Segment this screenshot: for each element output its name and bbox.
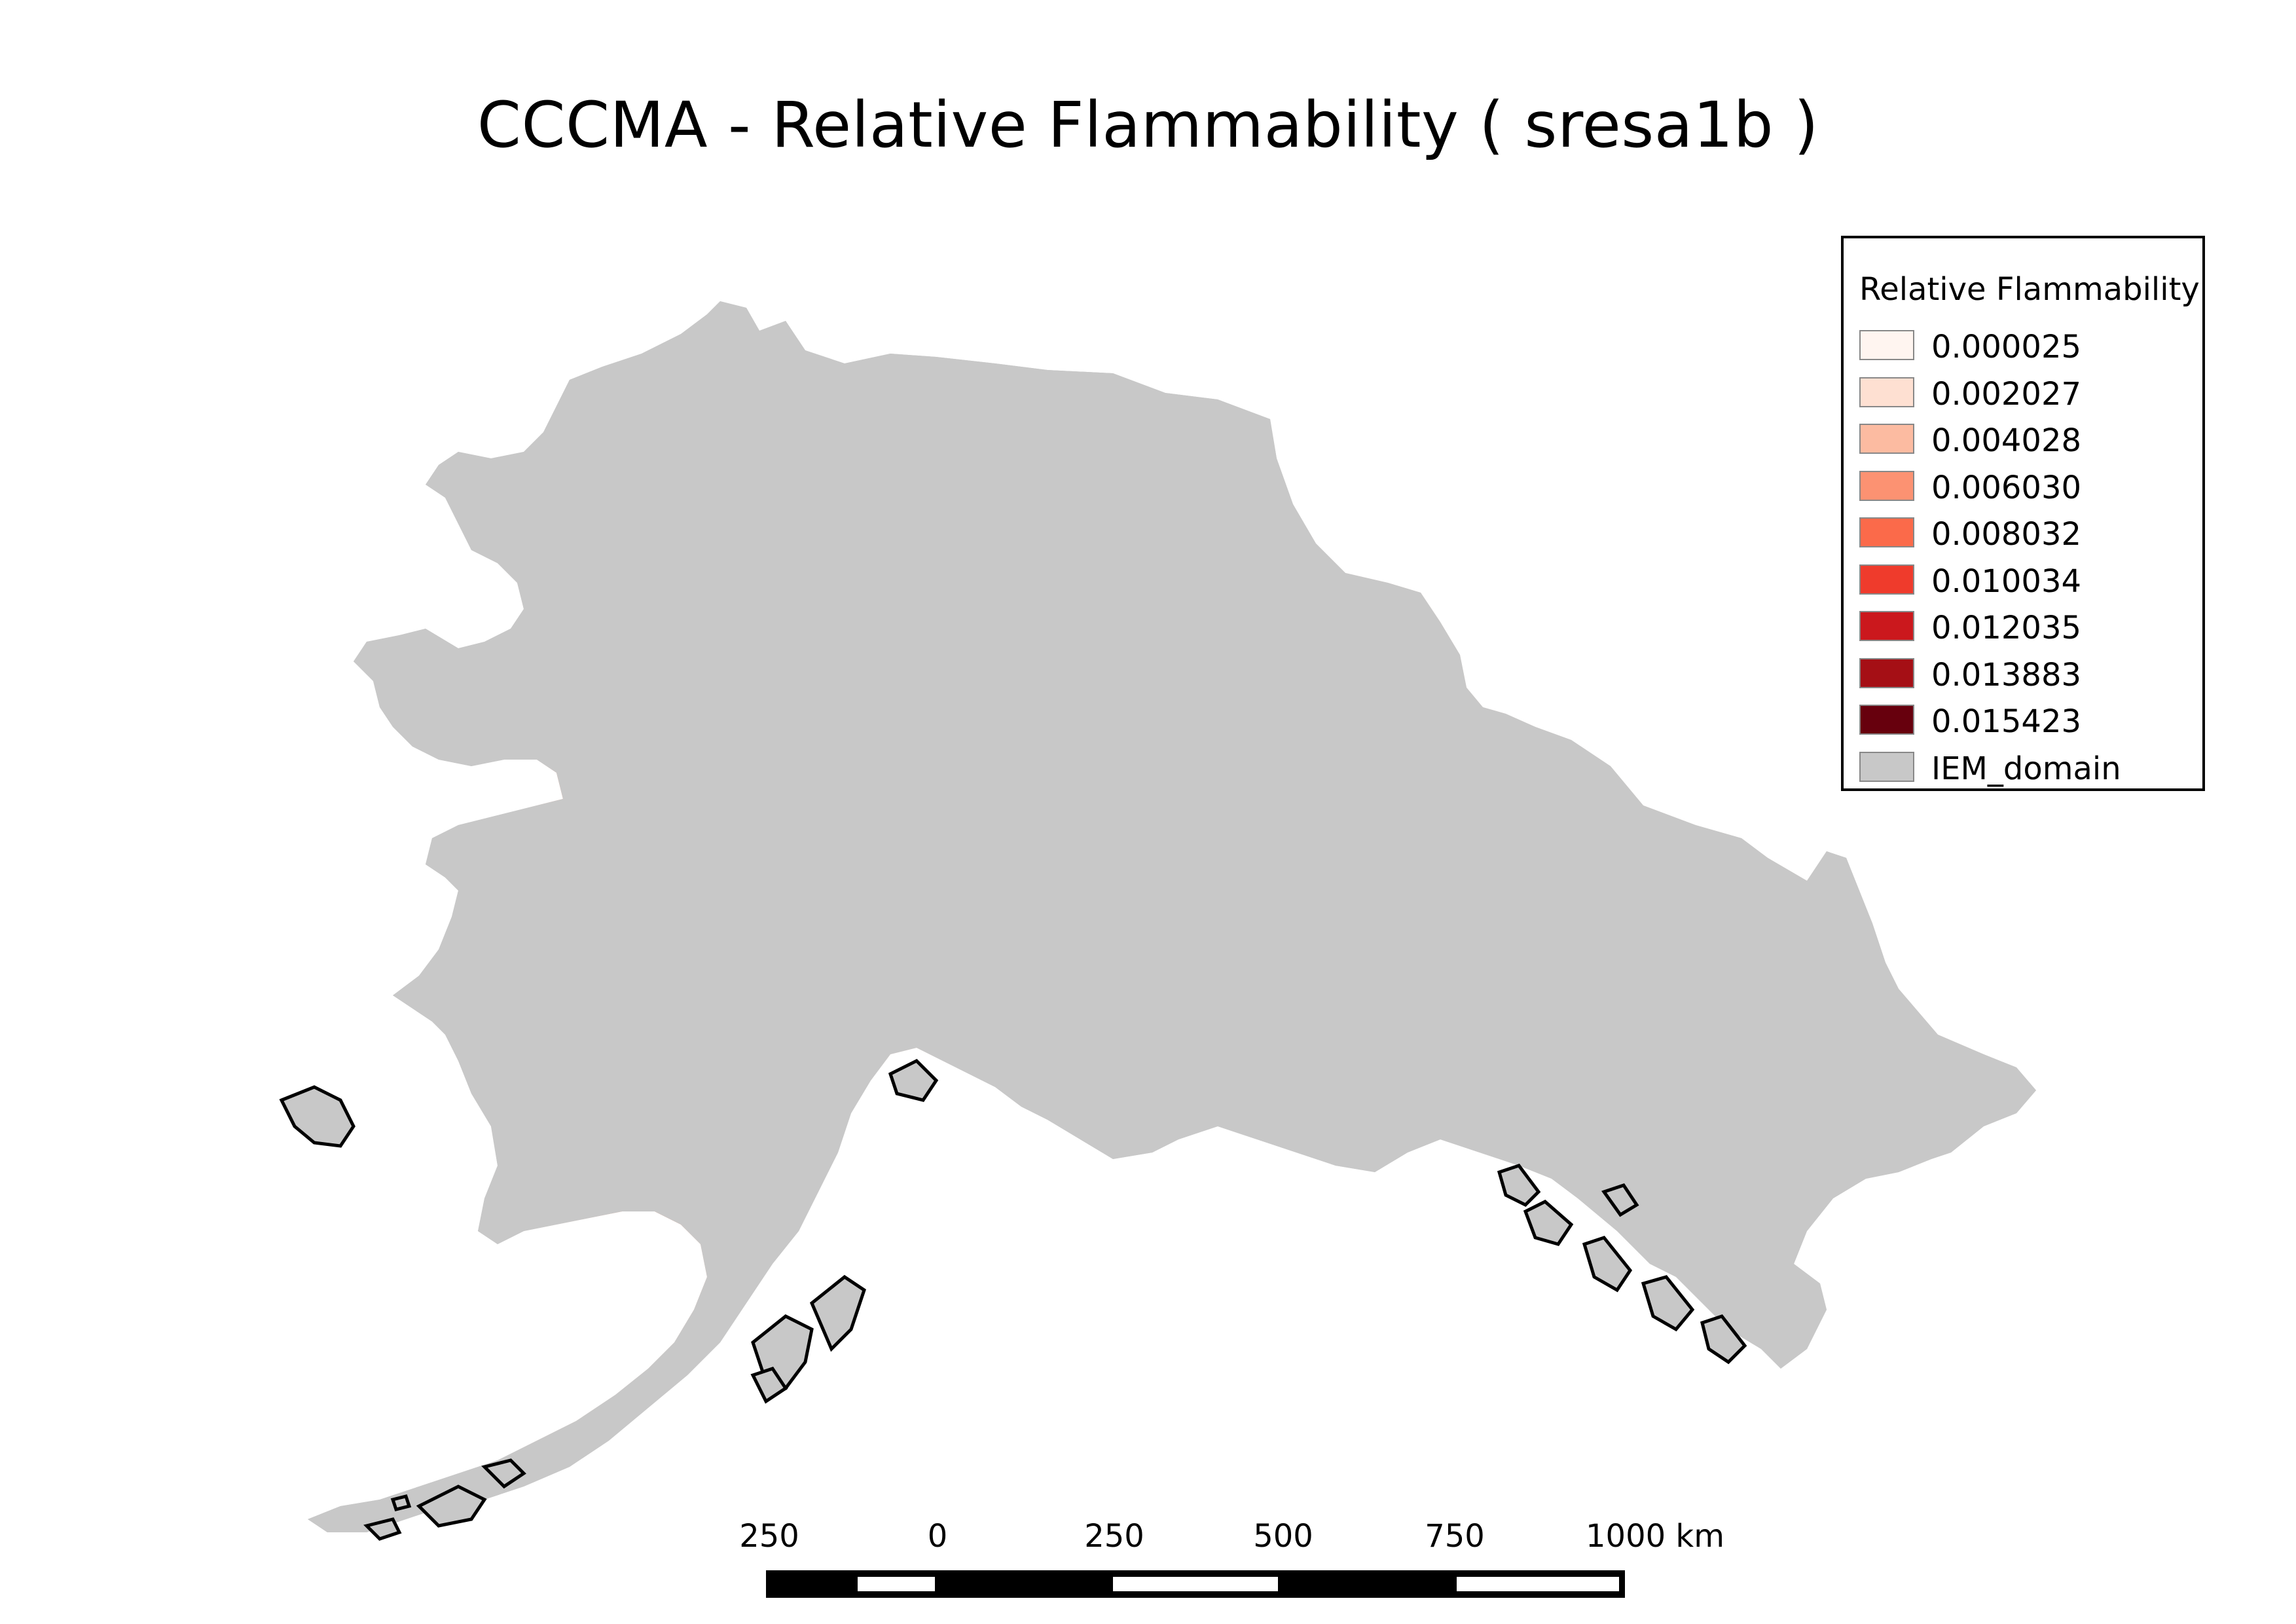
legend-swatch	[1859, 517, 1914, 547]
legend-label: 0.002027	[1931, 375, 2082, 413]
scale-bar-label: 750	[1425, 1518, 1485, 1555]
map-title: CCCMA - Relative Flammability ( sresa1b …	[477, 88, 1819, 162]
island	[1700, 1314, 1747, 1365]
alaska-coastline	[308, 301, 2036, 1532]
island	[1641, 1275, 1695, 1332]
scale-bar-segment	[858, 1577, 935, 1591]
legend-label: 0.000025	[1931, 329, 2082, 365]
legend-label: 0.010034	[1931, 563, 2082, 600]
legend-title: Relative Flammability	[1859, 271, 2200, 308]
legend-swatch	[1859, 377, 1914, 407]
scale-bar-label: 0	[927, 1518, 948, 1555]
legend-swatch	[1859, 657, 1914, 688]
island	[888, 1058, 939, 1102]
island	[279, 1085, 355, 1148]
island	[1601, 1183, 1639, 1217]
island	[1497, 1164, 1541, 1208]
scale-bar	[766, 1570, 1625, 1598]
legend-swatch	[1859, 611, 1914, 641]
island	[390, 1494, 412, 1511]
island	[481, 1458, 526, 1489]
legend-swatch	[1859, 330, 1914, 360]
legend-label: 0.015423	[1931, 703, 2082, 740]
island	[809, 1274, 866, 1352]
islands	[279, 1058, 1747, 1541]
scale-bar-segment	[1457, 1577, 1619, 1591]
legend-label: 0.006030	[1931, 469, 2082, 506]
legend: Relative Flammability 0.000025 0.002027 0.…	[1841, 236, 2205, 791]
legend-label: 0.013883	[1931, 656, 2082, 693]
legend-label: IEM_domain	[1931, 750, 2121, 787]
legend-swatch	[1859, 424, 1914, 454]
scale-bar-label: 1000 km	[1586, 1518, 1724, 1555]
scale-bar-segment	[1113, 1577, 1278, 1591]
island	[750, 1367, 788, 1404]
legend-swatch	[1859, 564, 1914, 595]
legend-label: 0.012035	[1931, 610, 2082, 646]
island	[1523, 1200, 1574, 1246]
scale-bar-label: 500	[1253, 1518, 1313, 1555]
legend-label: 0.004028	[1931, 422, 2082, 459]
scale-bar-label: 250	[739, 1518, 799, 1555]
legend-swatch	[1859, 470, 1914, 501]
island	[416, 1485, 487, 1528]
island	[363, 1517, 402, 1541]
scale-bar-label: 250	[1084, 1518, 1144, 1555]
legend-label: 0.008032	[1931, 516, 2082, 553]
legend-swatch	[1859, 705, 1914, 735]
legend-swatch	[1859, 751, 1914, 782]
island	[1582, 1236, 1633, 1293]
